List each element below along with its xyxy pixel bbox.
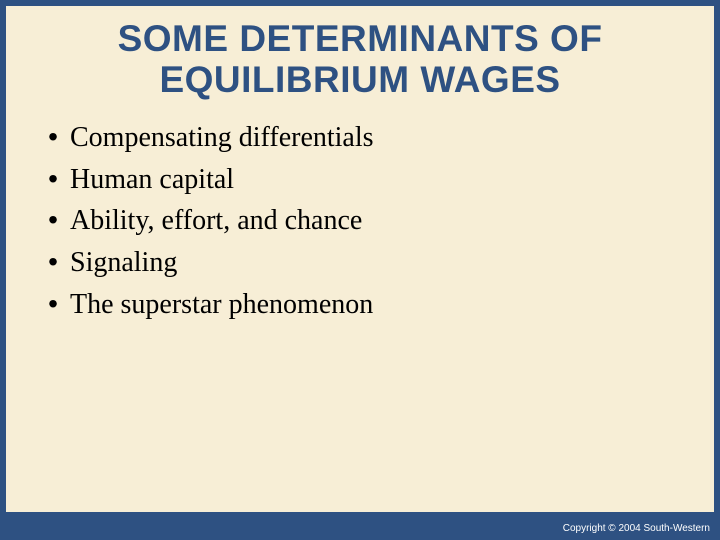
- bullet-text: The superstar phenomenon: [70, 286, 373, 324]
- bullet-text: Ability, effort, and chance: [70, 202, 362, 240]
- title-line-2: EQUILIBRIUM WAGES: [159, 59, 560, 100]
- bullet-text: Compensating differentials: [70, 119, 374, 157]
- list-item: • The superstar phenomenon: [36, 286, 684, 324]
- bullet-list: • Compensating differentials • Human cap…: [6, 119, 714, 324]
- list-item: • Signaling: [36, 244, 684, 282]
- bullet-icon: •: [36, 163, 70, 195]
- bullet-icon: •: [36, 288, 70, 320]
- slide-title: SOME DETERMINANTS OF EQUILIBRIUM WAGES: [6, 6, 714, 119]
- list-item: • Ability, effort, and chance: [36, 202, 684, 240]
- slide-panel: SOME DETERMINANTS OF EQUILIBRIUM WAGES •…: [6, 6, 714, 512]
- title-line-1: SOME DETERMINANTS OF: [118, 18, 603, 59]
- list-item: • Human capital: [36, 161, 684, 199]
- copyright-text: Copyright © 2004 South-Western: [563, 523, 710, 534]
- list-item: • Compensating differentials: [36, 119, 684, 157]
- bullet-icon: •: [36, 246, 70, 278]
- bullet-text: Human capital: [70, 161, 234, 199]
- bullet-icon: •: [36, 121, 70, 153]
- bullet-icon: •: [36, 204, 70, 236]
- bullet-text: Signaling: [70, 244, 177, 282]
